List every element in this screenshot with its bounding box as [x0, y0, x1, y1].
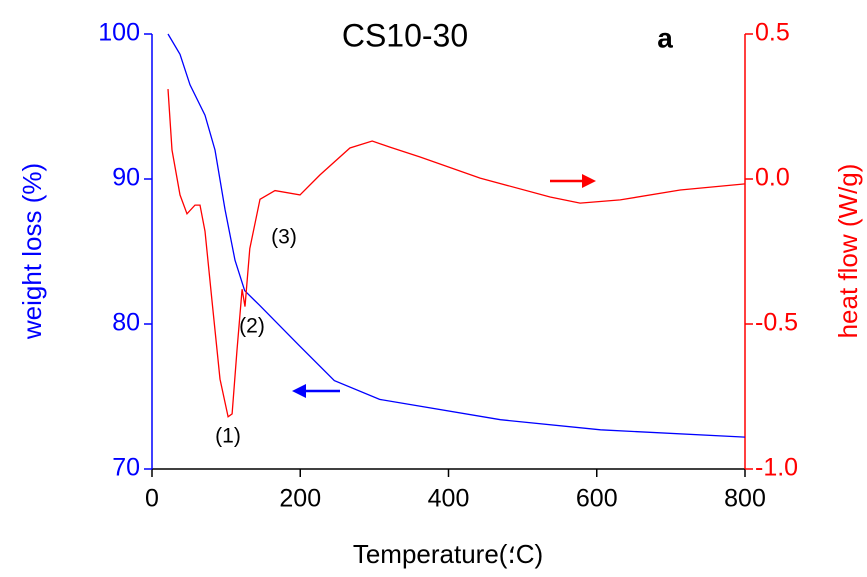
y2-tick-label: 0.0 — [755, 164, 790, 192]
y-tick-label: 90 — [112, 164, 140, 192]
y2-tick-label: -0.5 — [755, 309, 798, 337]
y-tick-label: 100 — [98, 19, 140, 47]
x-tick-label: 800 — [724, 485, 766, 513]
panel-label: a — [657, 22, 673, 53]
annotation: (1) — [215, 425, 241, 448]
annotation: (2) — [239, 315, 265, 338]
arrow-left — [292, 384, 340, 398]
annotation: (3) — [271, 226, 297, 249]
chart-title: CS10-30 — [342, 17, 468, 53]
arrow-right — [550, 174, 596, 188]
data-line — [167, 89, 746, 418]
x-tick-label: 600 — [576, 485, 618, 513]
y-axis-title: weight loss (%) — [17, 163, 47, 340]
x-tick-label: 400 — [428, 485, 470, 513]
x-tick-label: 0 — [145, 485, 159, 513]
y2-axis-title: heat flow (W/g) — [833, 164, 863, 339]
y-tick-label: 80 — [112, 309, 140, 337]
data-line — [167, 33, 746, 438]
y-tick-label: 70 — [112, 454, 140, 482]
x-axis-title: Temperature(؛C) — [353, 539, 543, 569]
x-tick-label: 200 — [279, 485, 321, 513]
y2-tick-label: -1.0 — [755, 454, 798, 482]
y2-tick-label: 0.5 — [755, 19, 790, 47]
